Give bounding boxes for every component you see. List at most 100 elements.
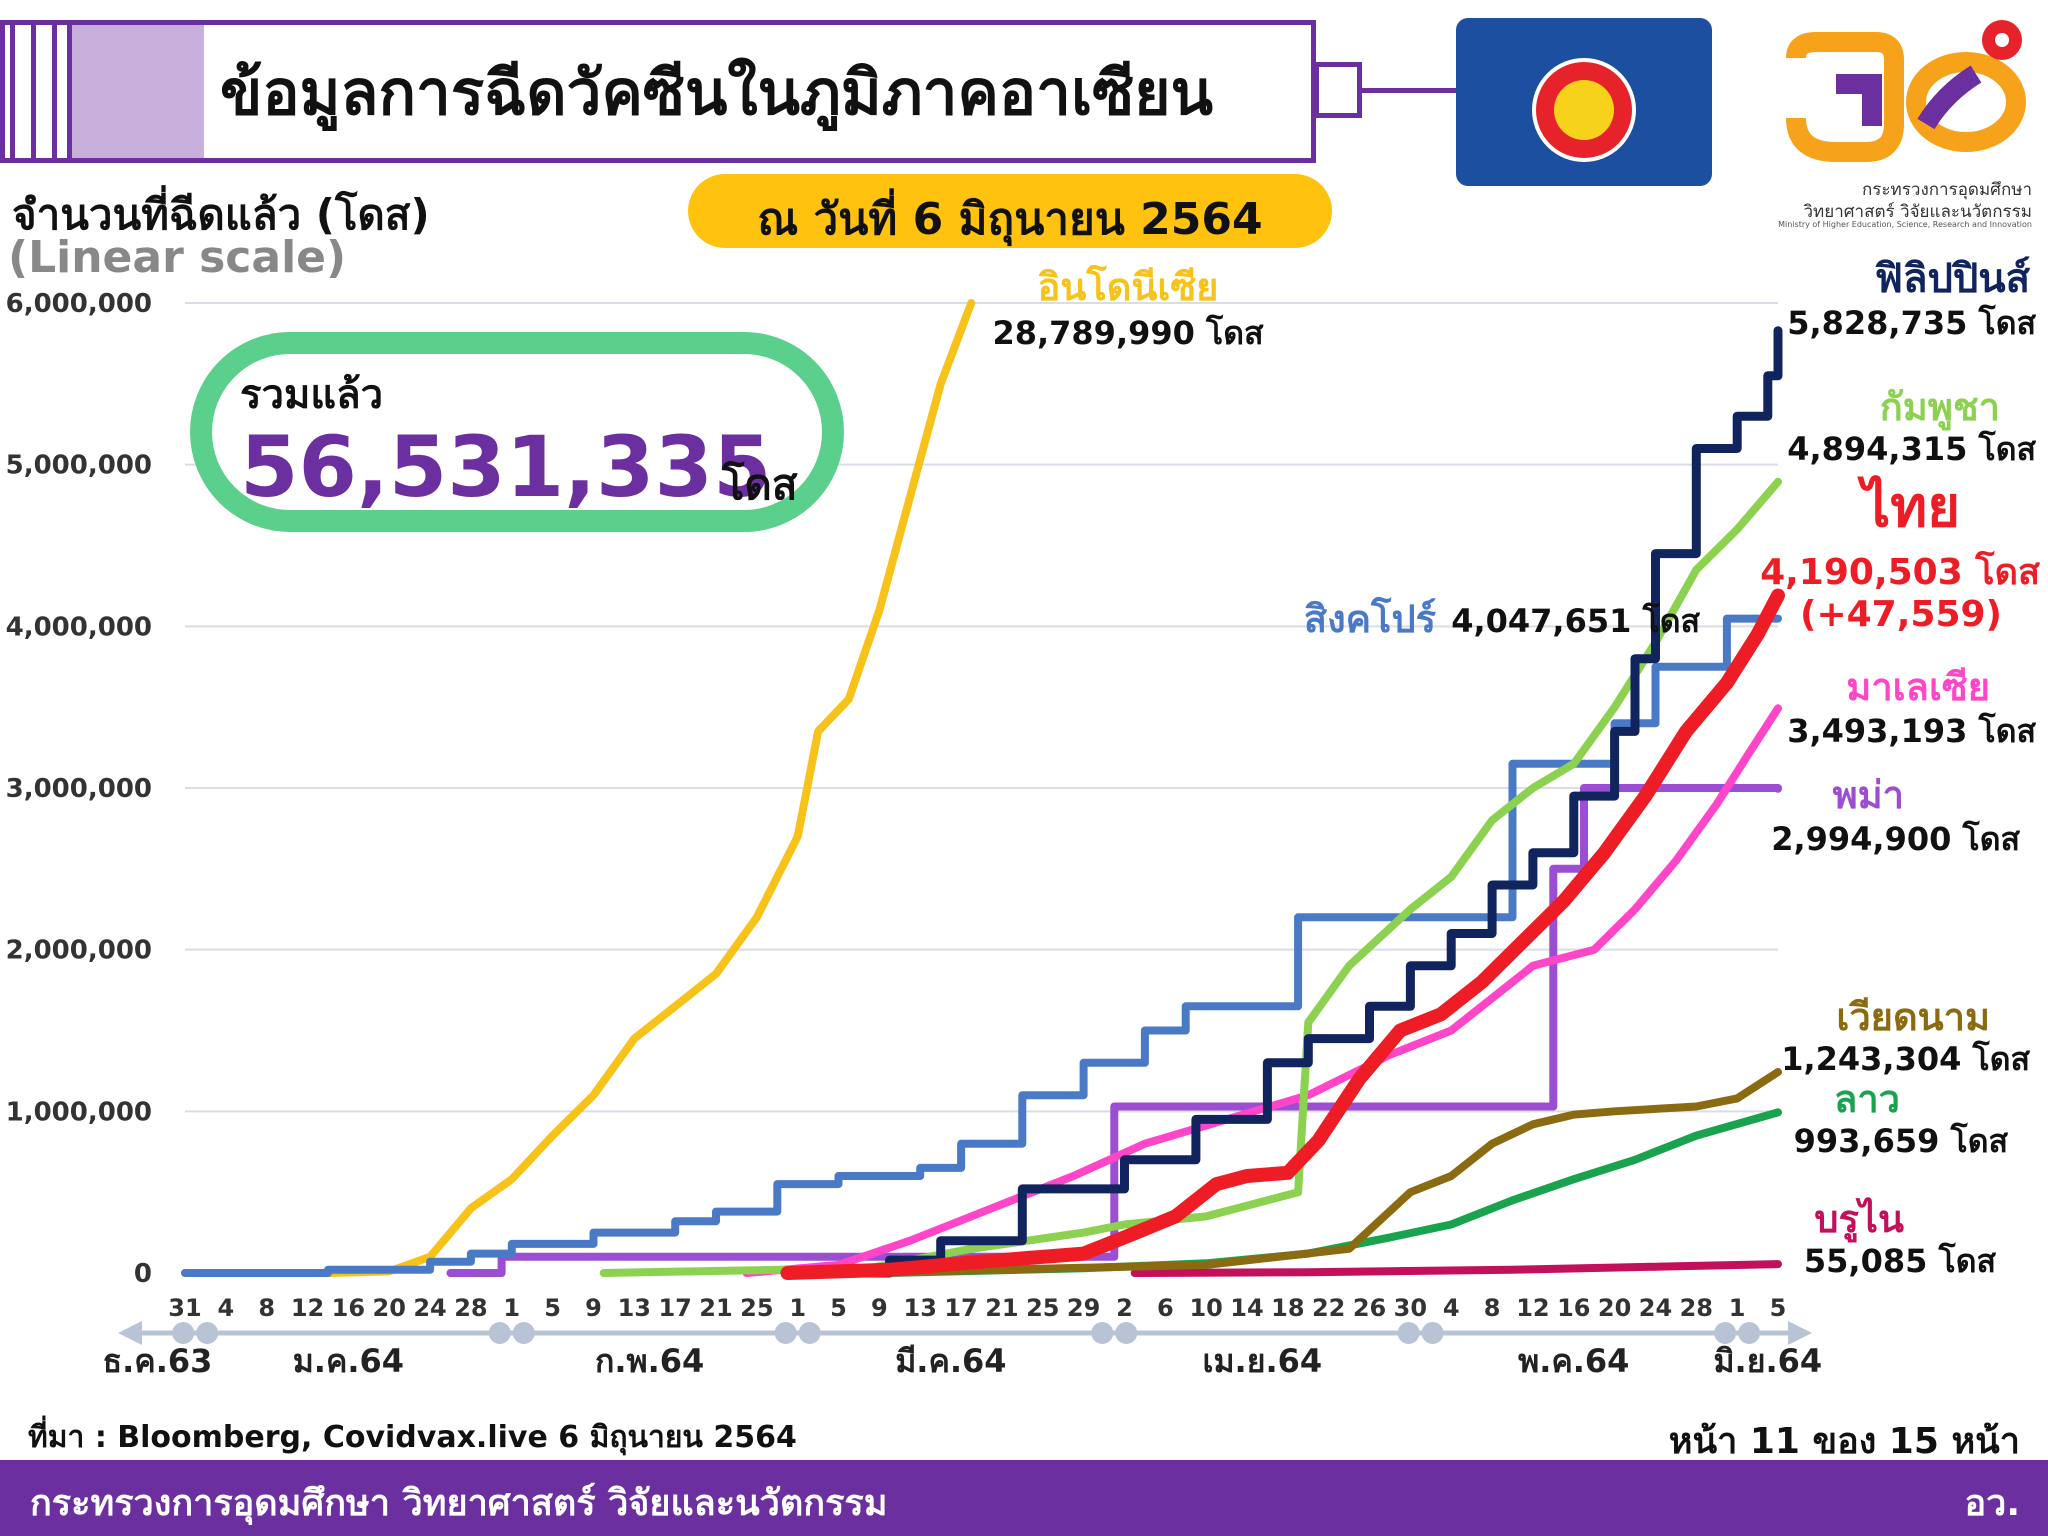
x-tick-label: 5	[830, 1294, 847, 1322]
series-value-label: 1,243,304 โดส	[1781, 1040, 2030, 1078]
series-name-label: บรูไน	[1814, 1197, 1904, 1243]
month-label: ม.ค.64	[293, 1342, 404, 1380]
x-tick-label: 1	[1729, 1294, 1746, 1322]
series-name-label: พม่า	[1833, 773, 1904, 817]
month-boundary-dot	[512, 1322, 535, 1344]
x-axis-right-arrow	[1788, 1321, 1812, 1345]
y-tick-label: 2,000,000	[6, 936, 152, 966]
x-tick-label: 24	[413, 1294, 446, 1322]
series-value-label: 993,659 โดส	[1794, 1122, 2009, 1160]
x-tick-label: 9	[871, 1294, 888, 1322]
x-tick-label: 25	[740, 1294, 773, 1322]
y-tick-label: 4,000,000	[6, 612, 152, 642]
series-line	[865, 1068, 1782, 1277]
x-tick-label: 25	[1026, 1294, 1059, 1322]
ministry-name-line1: กระทรวงการอุดมศึกษา	[1862, 180, 2032, 200]
x-tick-label: 12	[1516, 1294, 1549, 1322]
series-value-label: 4,190,503 โดส	[1760, 550, 2040, 593]
footer-ministry-abbr: อว.	[1964, 1483, 2020, 1524]
y-axis-title: จำนวนที่ฉีดแล้ว (โดส)	[12, 190, 430, 239]
series-line	[780, 588, 1785, 1280]
month-boundary-dot	[488, 1322, 511, 1344]
title-syringe-plunger	[10, 20, 36, 163]
mhesi-logo-icon	[1786, 20, 2026, 162]
x-tick-label: 16	[1557, 1294, 1590, 1322]
title-syringe-needle	[1360, 88, 1458, 93]
series-value-label: 3,493,193 โดส	[1787, 712, 2036, 750]
x-tick-label: 18	[1271, 1294, 1304, 1322]
month-label: เม.ย.64	[1203, 1342, 1323, 1380]
vaccination-line-chart: 0 1,000,000 2,000,000 3,000,000 4,000,000 5,0…	[6, 256, 2040, 1380]
x-tick-label: 9	[585, 1294, 602, 1322]
x-tick-label: 28	[454, 1294, 487, 1322]
month-boundary-dot	[774, 1322, 797, 1344]
series-name-label: มาเลเซีย	[1846, 665, 1990, 709]
y-tick-label: 5,000,000	[6, 451, 152, 481]
x-tick-label: 20	[373, 1294, 406, 1322]
month-label: พ.ค.64	[1518, 1342, 1629, 1380]
series-name-label: เวียดนาม	[1836, 995, 1990, 1039]
footer-ministry-name: กระทรวงการอุดมศึกษา วิทยาศาสตร์ วิจัยและ…	[30, 1483, 888, 1524]
month-boundary-dot	[196, 1322, 219, 1344]
y-axis-tick-labels: 0 1,000,000 2,000,000 3,000,000 4,000,000 5,0…	[6, 289, 152, 1289]
series-line	[742, 704, 1782, 1277]
x-tick-label: 4	[217, 1294, 234, 1322]
date-badge	[688, 174, 1332, 248]
series-labels: อินโดนีเซีย 28,789,990 โดส ฟิลิปปินส์5,828…	[992, 256, 2040, 1280]
x-tick-label: 5	[1770, 1294, 1787, 1322]
x-tick-label: 14	[1230, 1294, 1263, 1322]
series-note-label: (+47,559)	[1800, 594, 2002, 635]
x-tick-label: 17	[658, 1294, 691, 1322]
data-source: ที่มา : Bloomberg, Covidvax.live 6 มิถุน…	[28, 1420, 797, 1455]
y-axis-scale-note: (Linear scale)	[8, 232, 347, 283]
x-tick-label: 2	[1116, 1294, 1133, 1322]
x-tick-label: 21	[699, 1294, 732, 1322]
month-label: มิ.ย.64	[1713, 1342, 1822, 1380]
asean-flag-rice-emblem	[1554, 80, 1614, 140]
x-tick-label: 26	[1353, 1294, 1386, 1322]
x-tick-label: 8	[258, 1294, 275, 1322]
total-doses-unit: โดส	[722, 460, 798, 509]
series-line	[324, 299, 976, 1277]
x-tick-label: 31	[168, 1294, 201, 1322]
month-boundary-dot	[1091, 1322, 1114, 1344]
month-label: ก.พ.64	[595, 1342, 704, 1380]
series-value-label: 55,085 โดส	[1804, 1242, 1997, 1280]
series-line	[1130, 1260, 1782, 1277]
x-tick-label: 29	[1067, 1294, 1100, 1322]
x-tick-label: 17	[944, 1294, 977, 1322]
x-tick-label: 13	[618, 1294, 651, 1322]
x-tick-label: 21	[985, 1294, 1018, 1322]
x-tick-label: 20	[1598, 1294, 1631, 1322]
title-syringe-fill	[70, 25, 204, 158]
total-doses-value: 56,531,335	[240, 418, 772, 516]
date-text: ณ วันที่ 6 มิถุนายน 2564	[757, 194, 1263, 245]
series-line	[181, 614, 1782, 1277]
footer-bar	[0, 1460, 2048, 1536]
series-value-label: 5,828,735 โดส	[1787, 304, 2036, 342]
x-tick-label: 24	[1639, 1294, 1672, 1322]
total-doses-label: รวมแล้ว	[240, 372, 384, 418]
month-boundary-dot	[172, 1322, 195, 1344]
x-tick-label: 6	[1157, 1294, 1174, 1322]
x-tick-label: 13	[904, 1294, 937, 1322]
x-tick-label: 10	[1189, 1294, 1222, 1322]
month-label: ธ.ค.63	[103, 1342, 213, 1380]
series-name-label: ฟิลิปปินส์	[1875, 256, 2031, 302]
series-name-label: กัมพูชา	[1880, 385, 2000, 431]
y-tick-label: 3,000,000	[6, 774, 152, 804]
page-title: ข้อมูลการฉีดวัคซีนในภูมิภาคอาเซียน	[220, 56, 1213, 129]
month-boundary-dot	[1115, 1322, 1138, 1344]
page-number: หน้า 11 ของ 15 หน้า	[1668, 1421, 2020, 1462]
title-syringe-tip	[1314, 62, 1362, 118]
x-tick-label: 1	[503, 1294, 520, 1322]
month-boundary-dot	[1714, 1322, 1737, 1344]
y-tick-label: 1,000,000	[6, 1097, 152, 1127]
x-axis: 31 4 8 12 16 20 24 28 1 5 9 13 17 21 25 1 5 9 13 17 21 25 29 2 6…	[103, 1294, 1823, 1380]
x-tick-label: 4	[1443, 1294, 1460, 1322]
x-axis-left-arrow	[118, 1321, 142, 1345]
title-syringe-plunger-ring	[52, 20, 72, 163]
month-boundary-dot	[1738, 1322, 1761, 1344]
x-tick-label: 12	[291, 1294, 324, 1322]
x-tick-label: 1	[789, 1294, 806, 1322]
